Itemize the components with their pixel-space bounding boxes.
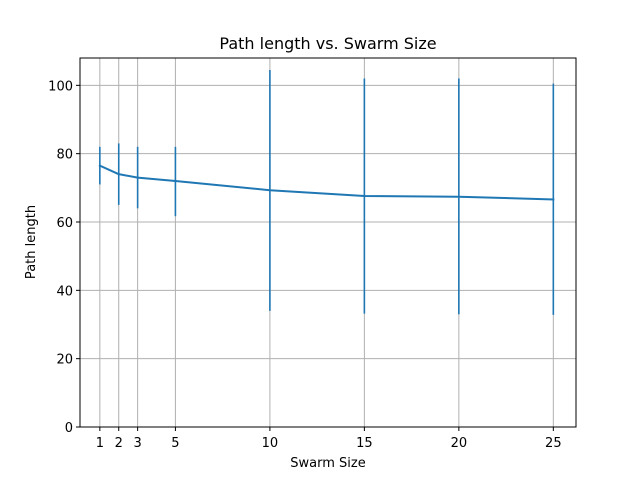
x-axis-label: Swarm Size bbox=[290, 456, 365, 471]
data-point bbox=[174, 180, 177, 182]
x-tick-label: 10 bbox=[262, 436, 279, 451]
y-tick-label: 20 bbox=[56, 353, 73, 368]
tick-layer: 1 2 3 5 10 15 20 25 0 20 40 60 80 100 bbox=[48, 79, 561, 451]
x-tick-label: 1 bbox=[96, 436, 104, 451]
y-tick-label: 100 bbox=[48, 79, 73, 94]
data-point bbox=[269, 189, 271, 192]
chart-title: Path length vs. Swarm Size bbox=[219, 34, 436, 53]
data-point bbox=[117, 173, 120, 175]
x-tick-label: 3 bbox=[133, 436, 141, 451]
data-point bbox=[363, 195, 366, 197]
data-point bbox=[99, 164, 101, 167]
data-point bbox=[136, 176, 139, 179]
plot-frame bbox=[79, 57, 577, 428]
x-tick-label: 5 bbox=[171, 436, 179, 451]
series-layer bbox=[98, 69, 555, 315]
series-line bbox=[98, 164, 555, 201]
y-tick-label: 0 bbox=[65, 421, 73, 436]
x-tick-label: 2 bbox=[115, 436, 123, 451]
x-tick-label: 15 bbox=[356, 436, 373, 451]
data-point bbox=[458, 195, 460, 198]
y-tick-label: 60 bbox=[56, 216, 73, 231]
y-axis-label: Path length bbox=[24, 205, 39, 279]
data-point bbox=[552, 198, 555, 201]
y-tick-label: 40 bbox=[56, 284, 73, 299]
grid-layer bbox=[80, 58, 576, 428]
y-tick-label: 80 bbox=[56, 148, 73, 163]
x-tick-label: 25 bbox=[545, 436, 562, 451]
x-tick-label: 20 bbox=[451, 436, 468, 451]
